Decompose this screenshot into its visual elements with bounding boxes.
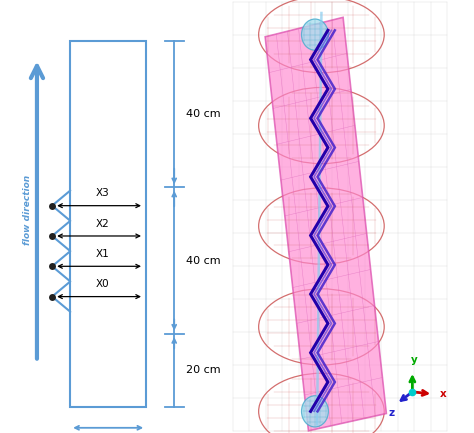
- Text: X2: X2: [96, 219, 109, 229]
- Text: 40 cm: 40 cm: [186, 255, 221, 266]
- Ellipse shape: [301, 396, 328, 427]
- Text: X3: X3: [96, 188, 109, 198]
- Text: X1: X1: [96, 249, 109, 259]
- Text: X0: X0: [96, 279, 109, 289]
- Text: 40 cm: 40 cm: [186, 109, 221, 120]
- Polygon shape: [265, 17, 386, 431]
- Ellipse shape: [301, 19, 328, 50]
- Text: y: y: [411, 355, 418, 365]
- Bar: [70, 41, 146, 407]
- Text: flow direction: flow direction: [23, 175, 32, 245]
- Text: z: z: [388, 408, 394, 418]
- Text: 20 cm: 20 cm: [186, 365, 221, 375]
- Text: x: x: [440, 389, 447, 399]
